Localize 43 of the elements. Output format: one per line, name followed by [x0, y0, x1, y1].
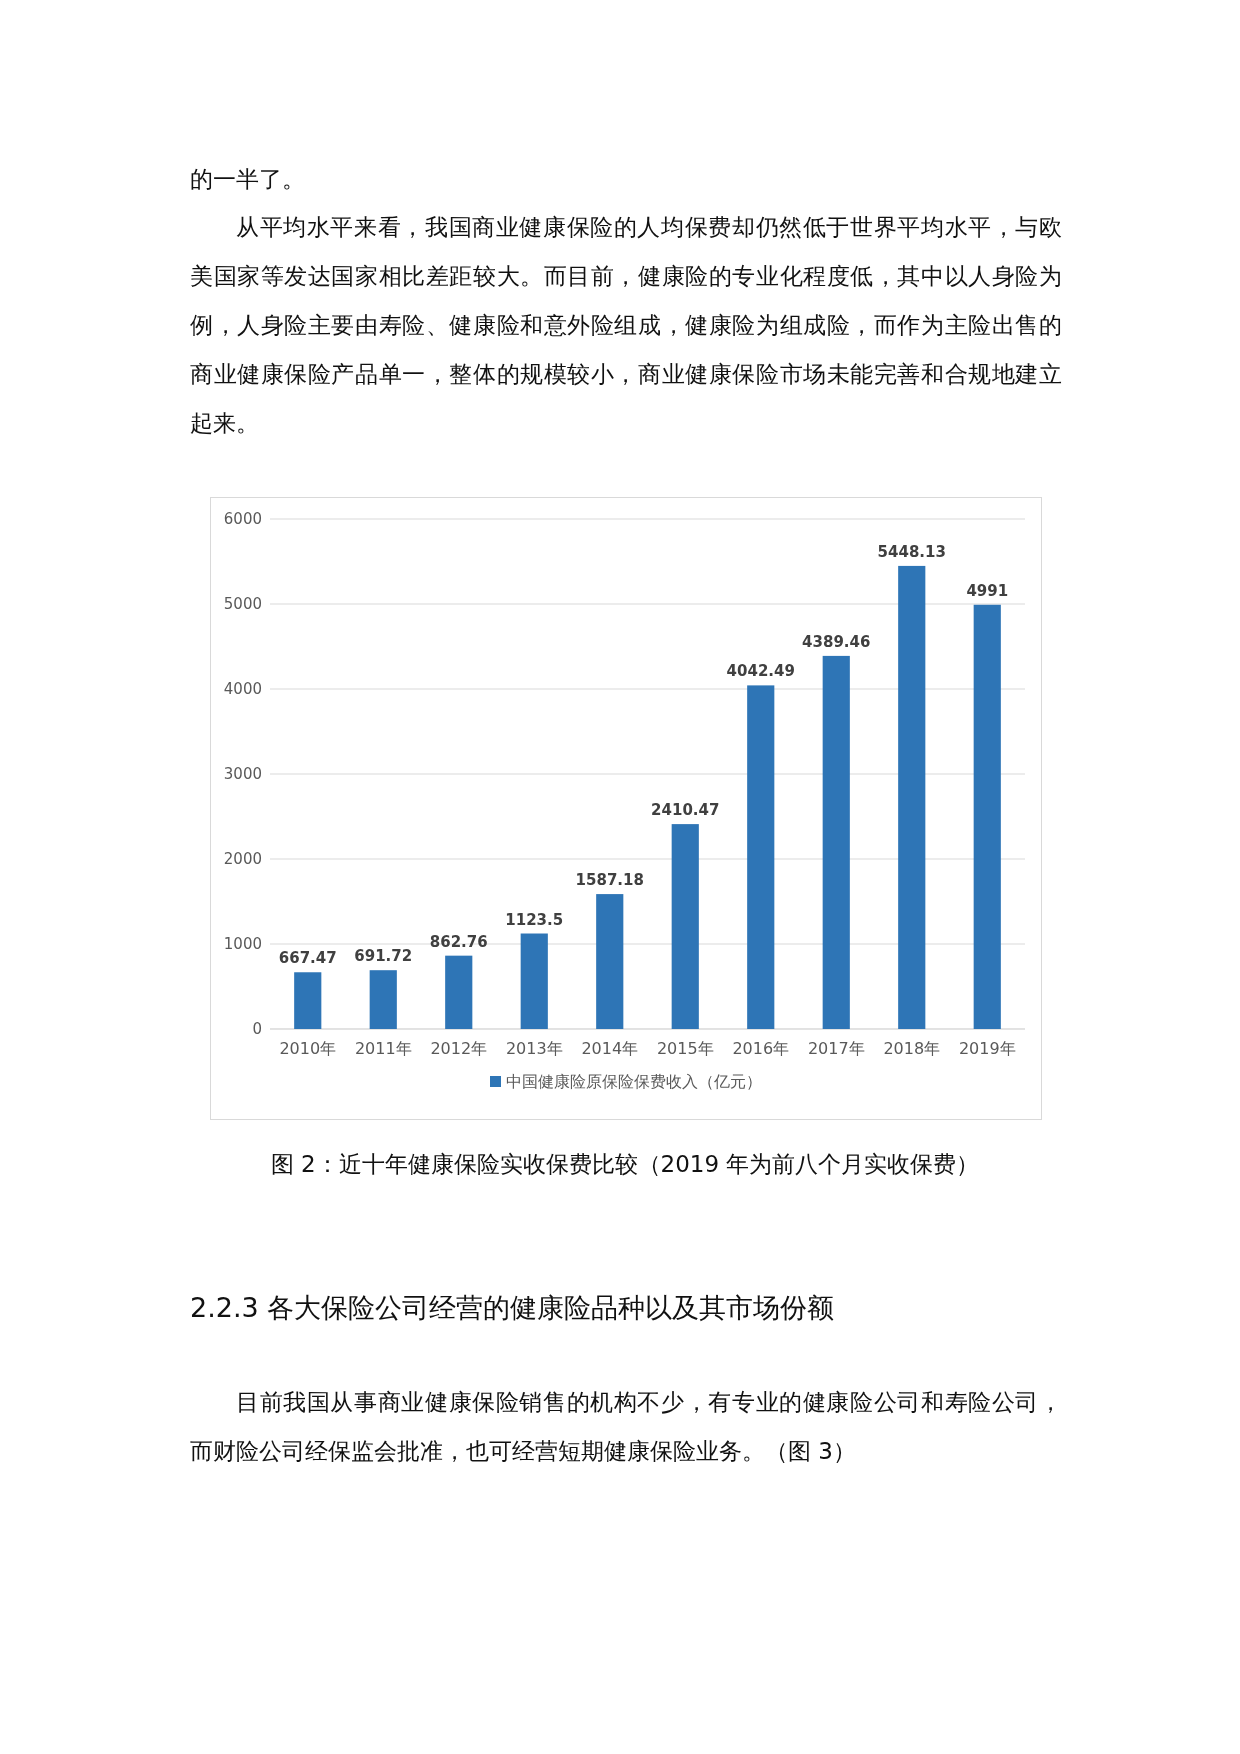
x-tick-label: 2011年 — [354, 1039, 412, 1058]
y-tick-label: 2000 — [223, 850, 262, 868]
x-tick-label: 2019年 — [958, 1039, 1016, 1058]
text: 的一半了。 — [190, 165, 306, 194]
x-tick-label: 2010年 — [279, 1039, 337, 1058]
data-label: 1123.5 — [505, 910, 564, 929]
data-label: 667.47 — [278, 949, 337, 968]
data-label: 4991 — [966, 581, 1009, 600]
bar — [671, 824, 699, 1029]
y-tick-label: 0 — [252, 1020, 262, 1038]
bar — [822, 655, 850, 1029]
y-tick-label: 5000 — [223, 595, 262, 613]
bar — [294, 972, 322, 1029]
text: 目前我国从事商业健康保险销售的机构不少，有专业的健康险公司和寿险公司，而财险公司经保监会批准，也可经营短期健康保险业务。（图 3） — [190, 1388, 1062, 1466]
data-label: 5448.13 — [877, 542, 946, 561]
y-tick-label: 4000 — [223, 680, 262, 698]
x-tick-label: 2012年 — [430, 1039, 488, 1058]
data-label: 691.72 — [354, 947, 413, 966]
data-label: 4042.49 — [726, 662, 795, 681]
data-label: 862.76 — [429, 932, 488, 951]
bar — [520, 933, 548, 1029]
caption: 图 2：近十年健康保险实收保费比较（2019 年为前八个月实收保费） — [269, 1150, 981, 1179]
x-tick-label: 2018年 — [883, 1039, 941, 1058]
x-tick-label: 2013年 — [505, 1039, 563, 1058]
y-tick-label: 1000 — [223, 935, 262, 953]
bar — [369, 970, 397, 1029]
data-label: 4389.46 — [802, 632, 871, 651]
legend-label: 中国健康险原保险保费收入（亿元） — [506, 1072, 762, 1091]
y-tick-label: 6000 — [223, 510, 262, 528]
x-tick-label: 2017年 — [807, 1039, 865, 1058]
bar — [596, 894, 624, 1029]
bar — [898, 565, 926, 1029]
bar — [747, 685, 775, 1029]
text: 2.2.3 各大保险公司经营的健康险品种以及其市场份额 — [190, 1291, 836, 1325]
y-tick-label: 3000 — [223, 765, 262, 783]
x-tick-label: 2015年 — [656, 1039, 714, 1058]
data-label: 1587.18 — [575, 871, 644, 890]
text: 从平均水平来看，我国商业健康保险的人均保费却仍然低于世界平均水平，与欧美国家等发达国家相比差距较大。而目前，健康险的专业化程度低，其中以人身险为例，人身险主要由寿险、健康险和意外险组成，健康险为组成险，而作为主险出售的商业健康保险产品单一，整体的规模较小，商业健康保险市场未能完善和合规地建立起来。 — [190, 213, 1062, 438]
data-label: 2410.47 — [651, 801, 720, 820]
bar — [973, 604, 1001, 1029]
x-tick-label: 2016年 — [732, 1039, 790, 1058]
bar — [445, 955, 473, 1029]
x-tick-label: 2014年 — [581, 1039, 639, 1058]
